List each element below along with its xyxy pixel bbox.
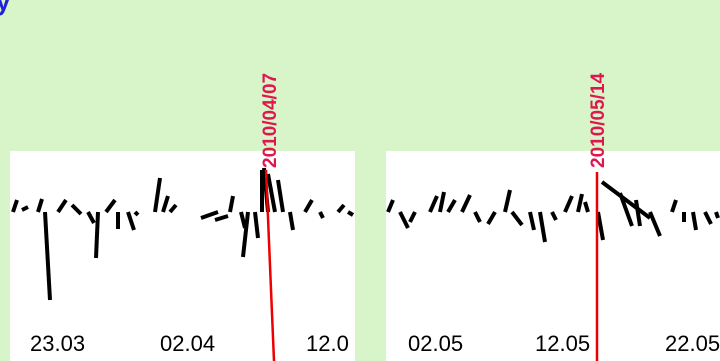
stick <box>126 211 136 231</box>
stick <box>70 203 83 216</box>
stick <box>56 198 68 214</box>
right-panel-background <box>386 151 720 361</box>
stick <box>303 198 314 214</box>
stick <box>276 179 285 213</box>
title-fragment: y <box>0 0 11 16</box>
stick <box>104 198 117 214</box>
right-x-tick-label: 22.05 <box>665 331 720 356</box>
stick <box>288 211 295 231</box>
stick <box>550 211 558 221</box>
right-x-tick-label: 02.05 <box>408 331 463 356</box>
right-marker-label: 2010/05/14 <box>588 72 609 168</box>
stick <box>318 211 325 219</box>
stick <box>576 193 584 213</box>
left-date-marker: 2010/04/07 <box>260 73 281 361</box>
stick <box>528 211 536 231</box>
stick <box>200 210 219 220</box>
right-stick-series <box>386 180 720 243</box>
stick <box>133 210 140 217</box>
stick <box>503 189 512 213</box>
stick <box>473 211 482 223</box>
right-date-marker: 2010/05/14 <box>588 72 609 361</box>
left-chart: 23.03 02.04 12.0 <box>10 151 355 361</box>
left-marker-line <box>264 169 276 361</box>
stick <box>446 198 457 214</box>
stick <box>266 173 277 213</box>
stick <box>346 210 355 217</box>
stick <box>408 211 417 223</box>
stick <box>386 199 395 213</box>
right-x-tick-label: 12.05 <box>535 331 590 356</box>
stick <box>241 211 250 258</box>
stick <box>634 199 642 227</box>
left-marker-label: 2010/04/07 <box>260 73 281 168</box>
left-panel-background <box>10 151 355 361</box>
stick <box>618 192 634 227</box>
stick <box>86 211 96 224</box>
stick <box>460 194 472 213</box>
stick <box>43 211 52 301</box>
stick <box>563 195 574 213</box>
left-x-tick-label: 23.03 <box>30 331 85 356</box>
stick <box>538 211 547 243</box>
stick <box>336 203 346 214</box>
stick <box>228 195 235 213</box>
stick <box>239 211 247 229</box>
stick <box>428 195 439 213</box>
stick <box>583 201 590 213</box>
stick <box>691 211 698 231</box>
stick <box>510 210 524 227</box>
stick <box>214 214 229 222</box>
stick <box>596 211 605 241</box>
stick <box>161 195 170 213</box>
stick <box>94 211 100 259</box>
stick <box>253 211 260 239</box>
left-x-tick-label: 02.04 <box>160 331 215 356</box>
stick <box>168 203 178 214</box>
left-x-tick-label: 12.0 <box>306 331 349 356</box>
stick <box>153 177 162 213</box>
stick <box>438 191 446 213</box>
stick <box>703 211 713 225</box>
stick <box>670 199 678 213</box>
right-chart: 02.05 12.05 22.05 <box>386 151 720 361</box>
stick <box>600 180 652 220</box>
stick <box>398 211 410 229</box>
stick <box>36 198 44 213</box>
stick <box>11 199 19 213</box>
stick <box>714 211 720 219</box>
stick <box>21 205 29 212</box>
stick <box>648 211 662 237</box>
stick <box>486 210 497 226</box>
